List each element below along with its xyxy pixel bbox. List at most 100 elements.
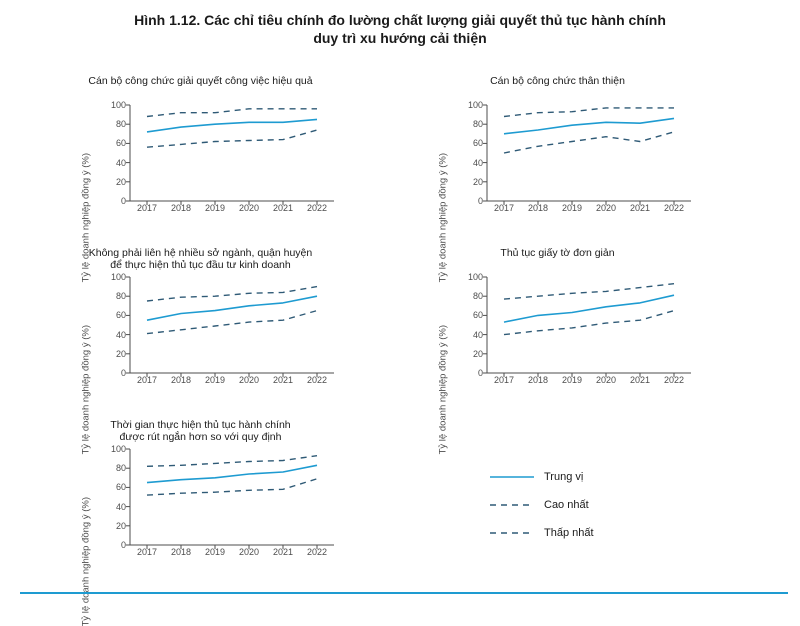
panel-title: Không phải liên hệ nhiều sở ngành, quận …: [68, 247, 333, 275]
legend-item-low: Thấp nhất: [490, 519, 594, 547]
y-tick-label: 100: [111, 444, 126, 454]
plot-area: Tỷ lệ doanh nghiệp đồng ý (%)02040608010…: [487, 105, 691, 201]
figure-title-line1: Hình 1.12. Các chỉ tiêu chính đo lường c…: [20, 12, 780, 30]
series-low: [147, 311, 317, 334]
series-low: [504, 132, 674, 153]
y-tick-label: 60: [116, 482, 126, 492]
panel-title-line: Cán bộ công chức thân thiện: [425, 75, 690, 87]
series-low: [147, 479, 317, 495]
x-tick-label: 2020: [596, 375, 616, 385]
series-high: [504, 284, 674, 299]
y-tick-label: 100: [468, 100, 483, 110]
y-tick-label: 20: [116, 349, 126, 359]
legend-label: Thấp nhất: [544, 527, 594, 539]
legend-swatch: [490, 498, 534, 512]
series-median: [504, 118, 674, 133]
x-tick-label: 2017: [137, 547, 157, 557]
x-tick-label: 2021: [273, 547, 293, 557]
series-low: [504, 311, 674, 335]
y-tick-label: 0: [121, 368, 126, 378]
y-tick-label: 80: [473, 119, 483, 129]
x-tick-label: 2019: [562, 375, 582, 385]
panel-3: Thủ tục giấy tờ đơn giảnTỷ lệ doanh nghi…: [425, 247, 690, 397]
plot-area: Tỷ lệ doanh nghiệp đồng ý (%)02040608010…: [130, 277, 334, 373]
y-tick-label: 60: [116, 138, 126, 148]
series-high: [147, 287, 317, 301]
plot-svg: [487, 277, 691, 373]
legend-item-high: Cao nhất: [490, 491, 594, 519]
x-tick-label: 2022: [307, 203, 327, 213]
panel-1: Cán bộ công chức thân thiện Tỷ lệ doanh n…: [425, 75, 690, 225]
series-high: [147, 456, 317, 467]
x-tick-label: 2020: [239, 375, 259, 385]
x-tick-label: 2018: [528, 375, 548, 385]
y-tick-label: 40: [116, 158, 126, 168]
y-tick-label: 100: [111, 100, 126, 110]
y-tick-label: 20: [473, 177, 483, 187]
x-tick-label: 2017: [137, 375, 157, 385]
x-tick-label: 2022: [307, 547, 327, 557]
axes: [130, 449, 334, 545]
y-tick-label: 60: [473, 310, 483, 320]
legend-label: Trung vị: [544, 471, 583, 483]
y-tick-label: 0: [121, 540, 126, 550]
x-tick-label: 2019: [205, 547, 225, 557]
x-tick-label: 2017: [137, 203, 157, 213]
y-tick-label: 0: [121, 196, 126, 206]
legend-swatch: [490, 526, 534, 540]
x-tick-label: 2019: [205, 375, 225, 385]
series-median: [147, 296, 317, 320]
y-tick-label: 40: [473, 158, 483, 168]
y-tick-label: 60: [116, 310, 126, 320]
panels-area: Cán bộ công chức giải quyết công việc hi…: [20, 55, 780, 575]
plot-area: Tỷ lệ doanh nghiệp đồng ý (%)02040608010…: [130, 449, 334, 545]
axes: [487, 105, 691, 201]
x-tick-label: 2019: [562, 203, 582, 213]
panel-2: Không phải liên hệ nhiều sở ngành, quận …: [68, 247, 333, 397]
plot-svg: [130, 277, 334, 373]
x-tick-label: 2021: [273, 203, 293, 213]
panel-title: Thời gian thực hiện thủ tục hành chínhđư…: [68, 419, 333, 447]
x-tick-label: 2020: [239, 547, 259, 557]
y-tick-label: 80: [116, 119, 126, 129]
series-median: [147, 465, 317, 482]
y-tick-label: 100: [111, 272, 126, 282]
x-tick-label: 2022: [664, 375, 684, 385]
y-tick-label: 20: [116, 177, 126, 187]
x-tick-label: 2020: [239, 203, 259, 213]
x-tick-label: 2018: [528, 203, 548, 213]
x-tick-label: 2022: [664, 203, 684, 213]
plot-svg: [130, 449, 334, 545]
y-tick-label: 40: [116, 330, 126, 340]
y-tick-label: 0: [478, 196, 483, 206]
y-tick-label: 80: [116, 463, 126, 473]
figure-title-line2: duy trì xu hướng cải thiện: [20, 30, 780, 48]
y-tick-label: 40: [116, 502, 126, 512]
series-median: [147, 119, 317, 131]
x-tick-label: 2019: [205, 203, 225, 213]
panel-title-line: được rút ngắn hơn so với quy định: [68, 431, 333, 443]
y-tick-label: 60: [473, 138, 483, 148]
series-low: [147, 130, 317, 147]
x-tick-label: 2018: [171, 375, 191, 385]
series-high: [504, 108, 674, 117]
panel-4: Thời gian thực hiện thủ tục hành chínhđư…: [68, 419, 333, 569]
plot-svg: [487, 105, 691, 201]
x-tick-label: 2018: [171, 547, 191, 557]
x-tick-label: 2021: [630, 375, 650, 385]
x-tick-label: 2017: [494, 375, 514, 385]
y-tick-label: 0: [478, 368, 483, 378]
panel-title: Cán bộ công chức giải quyết công việc hi…: [68, 75, 333, 103]
y-tick-label: 40: [473, 330, 483, 340]
y-tick-label: 20: [116, 521, 126, 531]
series-high: [147, 109, 317, 117]
axes: [130, 277, 334, 373]
panel-title-line: để thực hiện thủ tục đầu tư kinh doanh: [68, 259, 333, 271]
panel-title: Cán bộ công chức thân thiện: [425, 75, 690, 103]
legend: Trung vị Cao nhất Thấp nhất: [490, 463, 594, 547]
y-tick-label: 80: [116, 291, 126, 301]
plot-area: Tỷ lệ doanh nghiệp đồng ý (%)02040608010…: [487, 277, 691, 373]
legend-label: Cao nhất: [544, 499, 589, 511]
legend-swatch: [490, 470, 534, 484]
panel-title-line: Không phải liên hệ nhiều sở ngành, quận …: [68, 247, 333, 259]
